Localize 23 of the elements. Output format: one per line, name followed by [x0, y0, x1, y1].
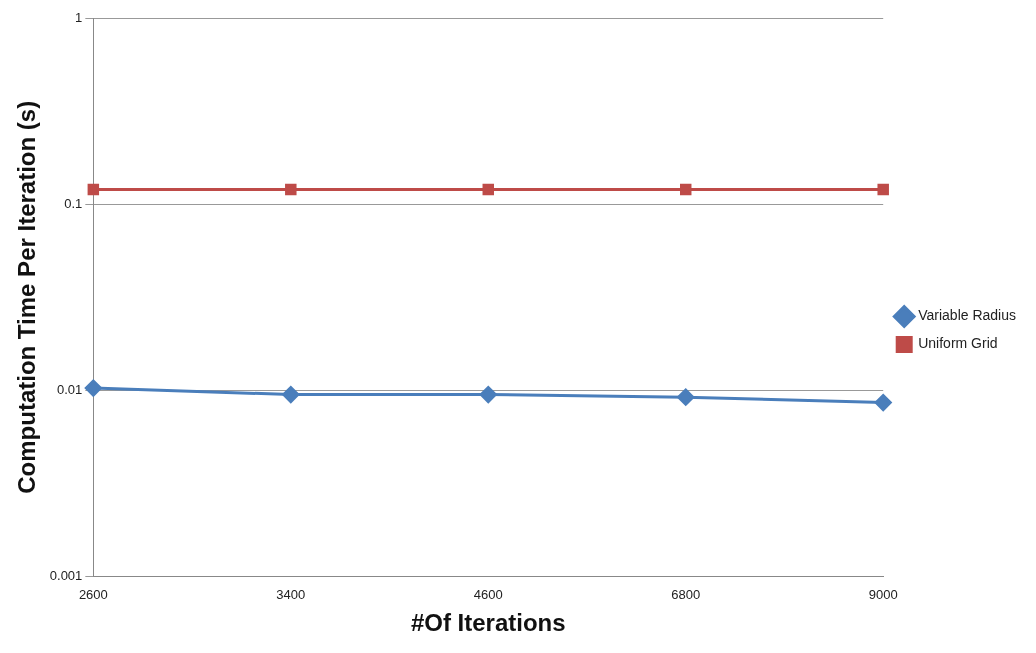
x-axis-title: #Of Iterations [410, 609, 566, 637]
point [285, 183, 297, 196]
legend-label: Variable Radius [918, 307, 1016, 324]
y-tick-label: 0.01 [57, 381, 83, 397]
point [874, 394, 892, 412]
x-tick-label: 9000 [868, 586, 898, 602]
point [482, 183, 495, 196]
y-tick-label: 1 [75, 9, 83, 25]
point [282, 386, 300, 404]
x-tick-label: 3400 [276, 586, 306, 602]
point [677, 388, 695, 406]
y-tick-label: 0.001 [49, 568, 83, 584]
point [84, 379, 102, 397]
y-axis-title: Computation Time Per Iteration (s) [13, 100, 41, 494]
point [679, 183, 692, 196]
point [479, 386, 497, 404]
y-tick-label: 0.1 [64, 195, 83, 211]
x-tick-label: 6800 [671, 586, 701, 602]
x-tick-label: 2600 [78, 586, 108, 602]
legend-label: Uniform Grid [918, 335, 998, 352]
point [877, 183, 889, 196]
point [87, 183, 100, 196]
x-tick-label: 4600 [473, 586, 503, 602]
